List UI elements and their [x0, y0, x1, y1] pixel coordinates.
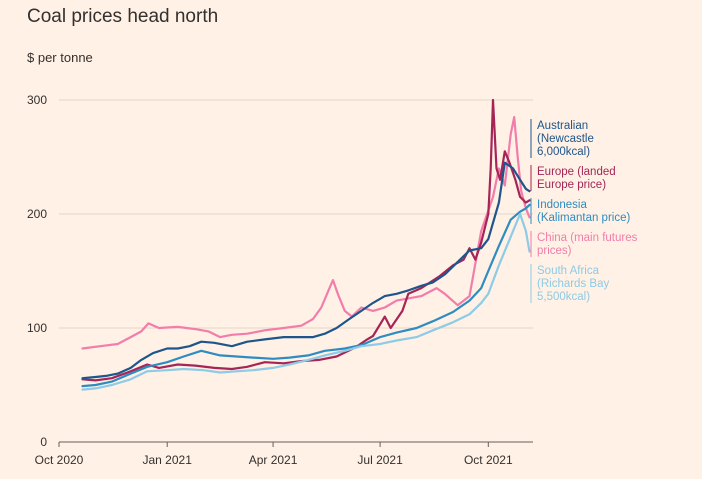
x-tick-label: Jan 2021	[143, 453, 193, 467]
gridlines	[59, 99, 533, 329]
series-line	[81, 161, 531, 380]
chart-title: Coal prices head north	[27, 6, 219, 27]
series-label: Europe price)	[537, 179, 606, 191]
series-line	[81, 212, 531, 391]
series-label: (Richards Bay	[537, 278, 609, 290]
series-label: 5,500kcal)	[537, 291, 590, 303]
series-label: Australian	[537, 120, 588, 132]
series-lines	[81, 98, 531, 391]
x-tick-label: Oct 2021	[464, 453, 513, 467]
x-tick-label: Oct 2020	[35, 453, 84, 467]
x-tick-label: Apr 2021	[249, 453, 298, 467]
series-line	[81, 115, 531, 350]
y-tick-label: 0	[40, 435, 47, 449]
series-label: (Newcastle	[537, 133, 594, 145]
x-tick-label: Jul 2021	[357, 453, 403, 467]
series-label: Indonesia	[537, 199, 587, 211]
series-label: Europe (landed	[537, 166, 616, 178]
series-line	[81, 98, 531, 382]
y-tick-label: 200	[27, 207, 47, 221]
series-label: prices)	[537, 245, 572, 257]
y-tick-label: 300	[27, 93, 47, 107]
series-label: (Kalimantan price)	[537, 212, 630, 224]
series-line	[81, 203, 531, 388]
y-tick-label: 100	[27, 321, 47, 335]
series-label: China (main futures	[537, 232, 638, 244]
x-axis: Oct 2020 Jan 2021 Apr 2021 Jul 2021 Oct 2021	[35, 441, 533, 467]
series-label: 6,000kcal)	[537, 146, 590, 158]
y-axis-ticks: 0 100 200 300	[27, 93, 47, 449]
y-axis-unit-label: $ per tonne	[27, 50, 93, 65]
series-label: South Africa	[537, 265, 600, 277]
